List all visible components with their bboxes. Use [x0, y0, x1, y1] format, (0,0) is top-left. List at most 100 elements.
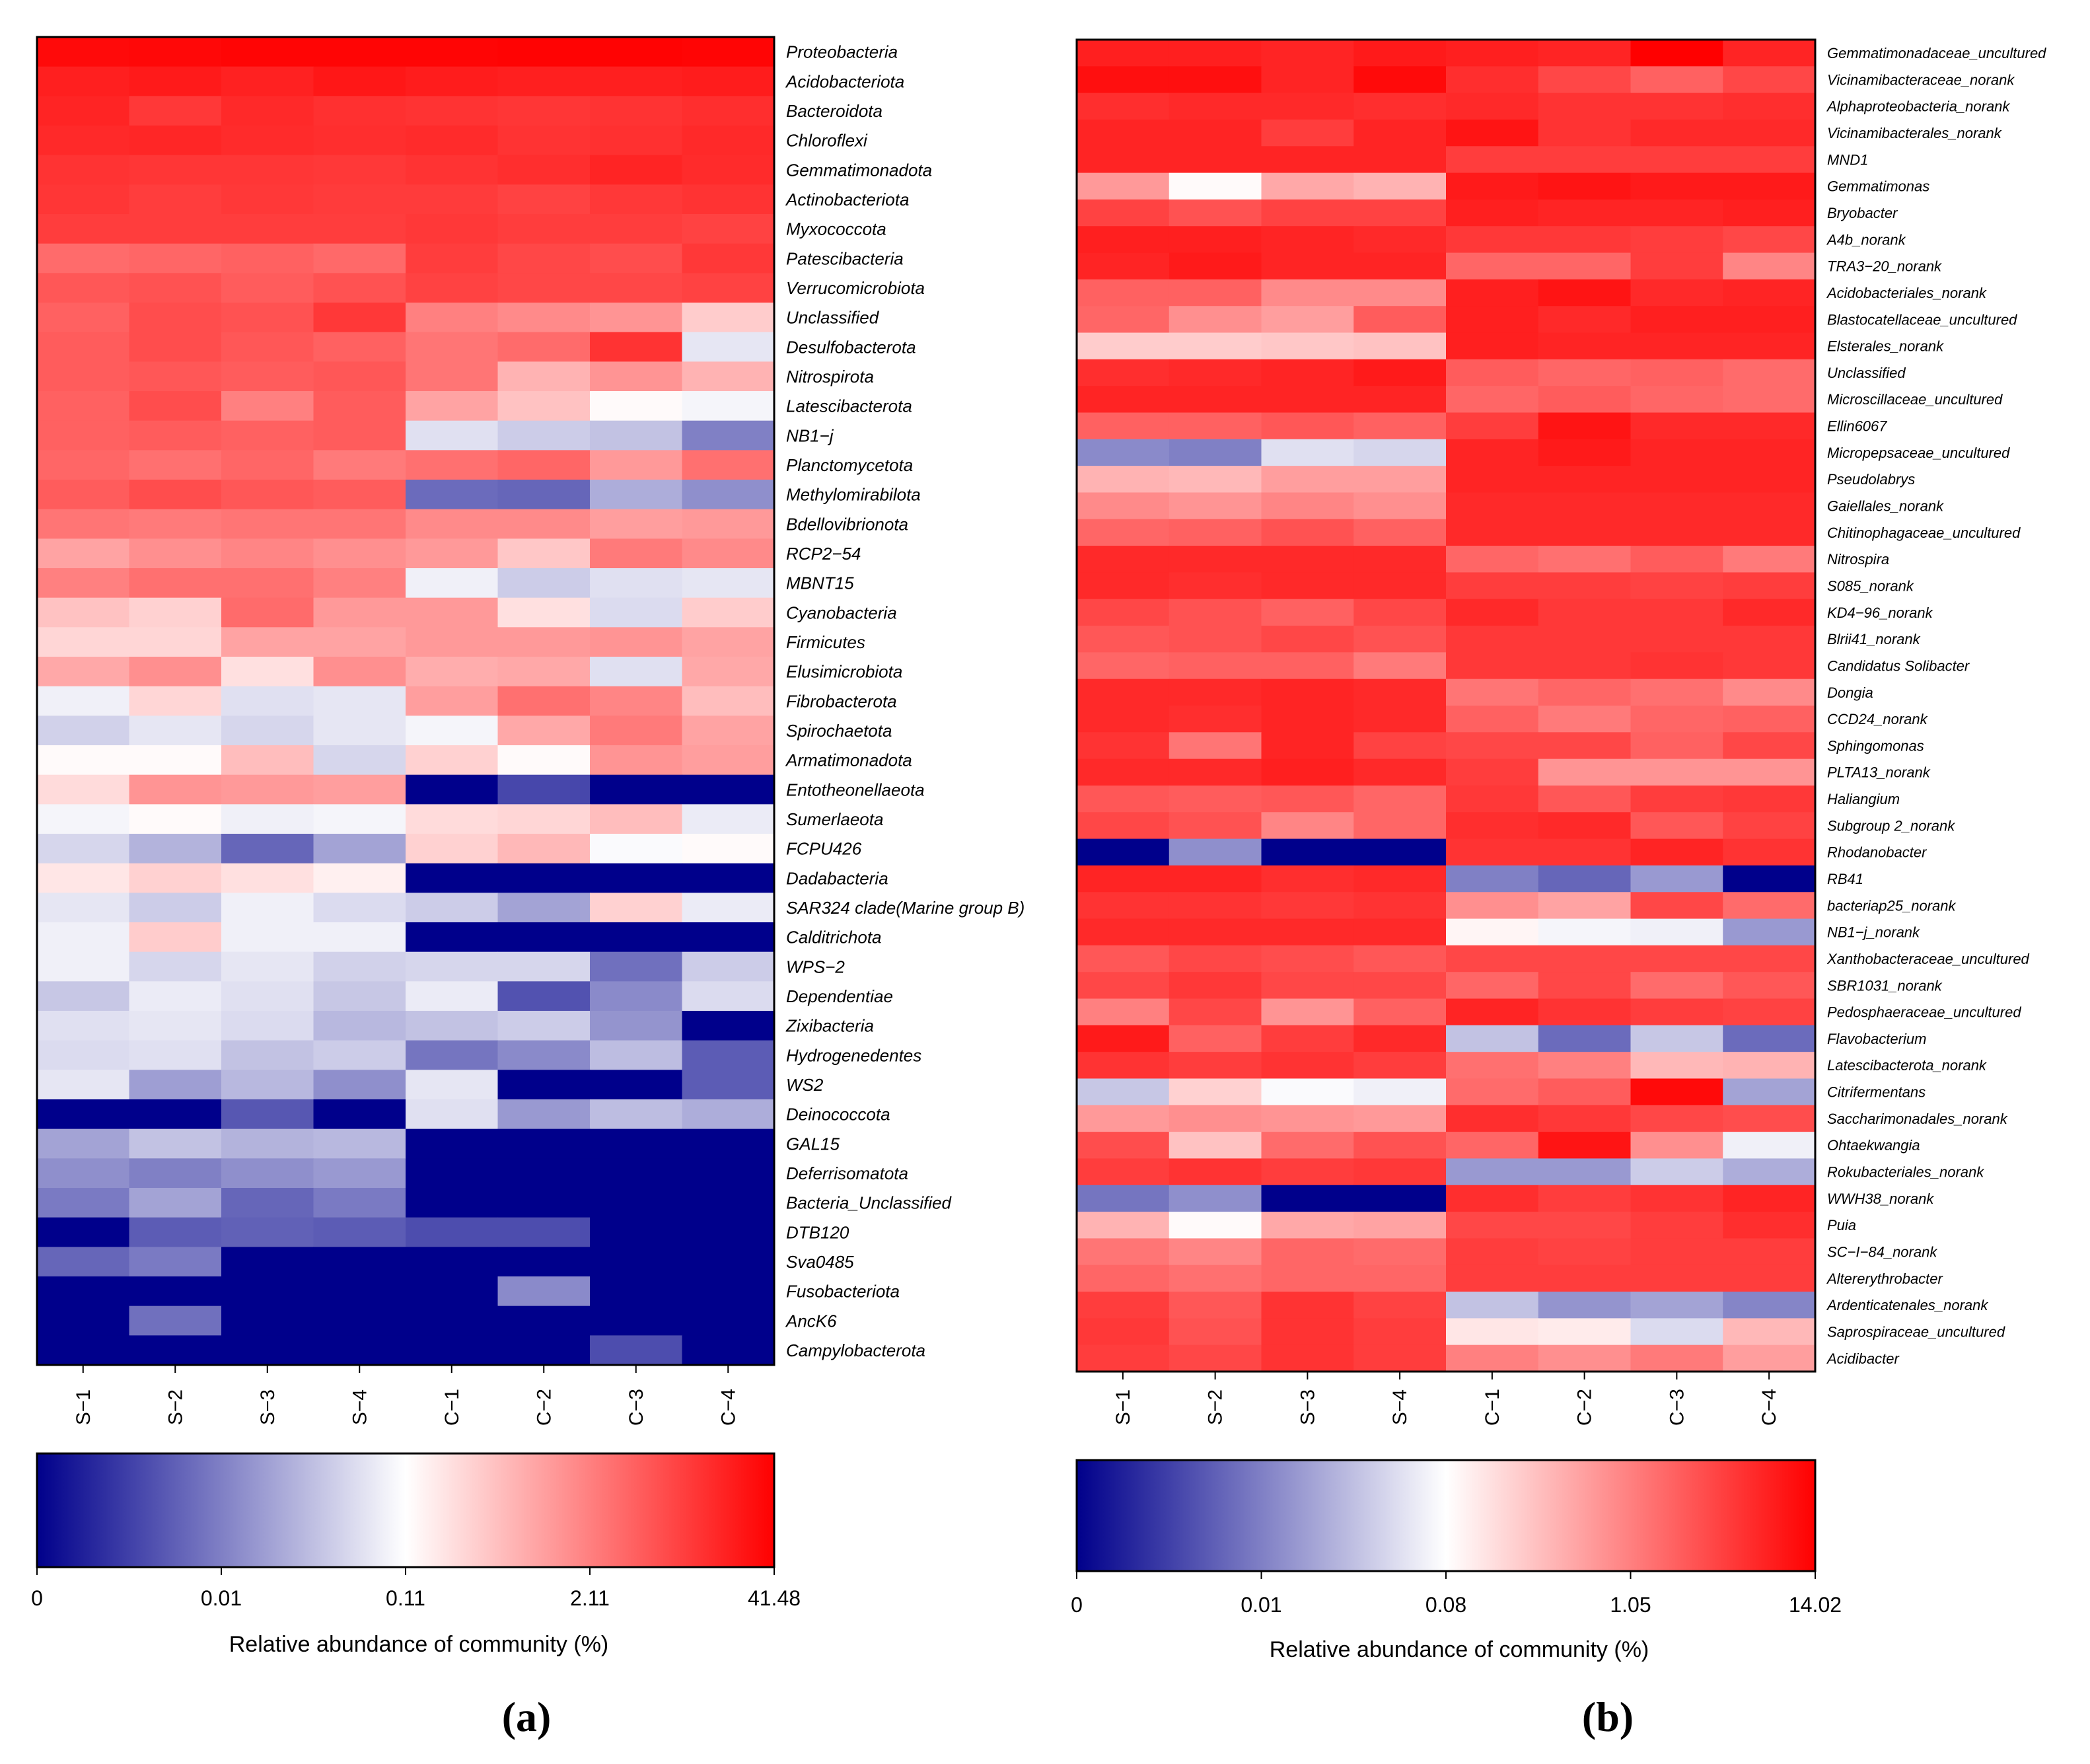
heatmap-cell [1077, 998, 1170, 1026]
heatmap-cell [1353, 652, 1447, 680]
heatmap-cell [1630, 838, 1723, 866]
heatmap-cell [1446, 732, 1539, 760]
heatmap-cell [1077, 1238, 1170, 1266]
row-label: Saprospiraceae_uncultured [1827, 1323, 2005, 1340]
row-label: Pseudolabrys [1827, 471, 1915, 488]
heatmap-cell [497, 332, 591, 362]
heatmap-cell [221, 1335, 314, 1366]
heatmap-cell [1169, 758, 1262, 786]
heatmap-cell [221, 66, 314, 96]
colorbar-tick-label: 2.11 [570, 1586, 610, 1610]
heatmap-cell [37, 804, 130, 834]
heatmap-cell [1077, 439, 1170, 466]
heatmap-cell [1169, 66, 1262, 94]
heatmap-cell [313, 1276, 406, 1307]
heatmap-cell [1723, 972, 1816, 1000]
row-label: Rokubacteriales_norank [1827, 1164, 1984, 1181]
heatmap-cell [1446, 172, 1539, 200]
heatmap-cell [590, 804, 683, 834]
heatmap-cell [1446, 359, 1539, 386]
heatmap-cell [1446, 279, 1539, 307]
heatmap-cell [1446, 546, 1539, 573]
heatmap-cell [1446, 1078, 1539, 1106]
heatmap-cell [1538, 92, 1632, 120]
heatmap-cell [406, 1040, 499, 1070]
heatmap-cell [1261, 838, 1354, 866]
heatmap-cell [1446, 758, 1539, 786]
heatmap-cell [1077, 945, 1170, 973]
heatmap-cell [313, 273, 406, 303]
heatmap-cell [497, 1158, 591, 1189]
heatmap-cell [590, 391, 683, 422]
heatmap-cell [497, 66, 591, 96]
column-label: C−2 [533, 1389, 555, 1426]
heatmap-cell [1630, 1105, 1723, 1132]
heatmap-cell [1353, 972, 1447, 1000]
heatmap-cell [1169, 865, 1262, 893]
heatmap-cell [1446, 1318, 1539, 1346]
panel-label: (b) [1582, 1693, 1634, 1740]
heatmap-cell [1723, 865, 1816, 893]
heatmap-cell [129, 420, 222, 451]
row-label: Hydrogenedentes [786, 1045, 921, 1065]
heatmap-cell [1630, 1265, 1723, 1292]
heatmap-cell [1077, 386, 1170, 414]
heatmap-cell [1169, 279, 1262, 307]
heatmap-cell [590, 863, 683, 893]
heatmap-cell [406, 657, 499, 687]
row-label: Proteobacteria [786, 42, 898, 62]
heatmap-cell [682, 1040, 775, 1070]
colorbar-label: Relative abundance of community (%) [1270, 1637, 1649, 1662]
heatmap-cell [313, 66, 406, 96]
heatmap-cell [1353, 892, 1447, 920]
heatmap-cell [1077, 1265, 1170, 1292]
row-label: Spirochaetota [786, 721, 892, 741]
heatmap-cell [1723, 679, 1816, 706]
heatmap-cell [1538, 386, 1632, 414]
heatmap-cell [1630, 679, 1723, 706]
heatmap-cell [590, 597, 683, 628]
heatmap-cell [590, 273, 683, 303]
heatmap-cell [129, 1247, 222, 1277]
heatmap-cell [37, 657, 130, 687]
heatmap-cell [682, 420, 775, 451]
heatmap-cell [497, 597, 591, 628]
heatmap-cell [1723, 1318, 1816, 1346]
heatmap-cell [313, 450, 406, 480]
heatmap-cell [1353, 599, 1447, 626]
heatmap-cell [1169, 226, 1262, 254]
heatmap-cell [406, 1335, 499, 1366]
heatmap-cell [590, 981, 683, 1011]
heatmap-cell [37, 391, 130, 422]
heatmap-cell [1077, 492, 1170, 520]
row-label: Puia [1827, 1217, 1856, 1233]
heatmap-cell [682, 597, 775, 628]
heatmap-cell [1446, 92, 1539, 120]
heatmap-cell [1261, 306, 1354, 334]
heatmap-cell [129, 1099, 222, 1130]
row-label: RB41 [1827, 871, 1863, 887]
heatmap-cell [1538, 172, 1632, 200]
heatmap-cell [37, 420, 130, 451]
heatmap-cell [1353, 519, 1447, 546]
heatmap-cell [313, 509, 406, 539]
heatmap-cell [221, 1070, 314, 1100]
heatmap-cell [221, 922, 314, 953]
heatmap-cell [1723, 172, 1816, 200]
heatmap-cell [1077, 92, 1170, 120]
heatmap-cell [1169, 599, 1262, 626]
heatmap-cell [406, 450, 499, 480]
heatmap-cell [1723, 119, 1816, 147]
heatmap-cell [590, 1217, 683, 1247]
heatmap-cell [1446, 146, 1539, 174]
heatmap-cell [221, 1011, 314, 1041]
heatmap-cell [1723, 92, 1816, 120]
heatmap-cell [1630, 972, 1723, 1000]
heatmap-cell [1723, 998, 1816, 1026]
heatmap-cell [406, 37, 499, 67]
heatmap-cell [497, 420, 591, 451]
heatmap-cell [1077, 679, 1170, 706]
heatmap-cell [1446, 679, 1539, 706]
heatmap-cell [406, 774, 499, 805]
